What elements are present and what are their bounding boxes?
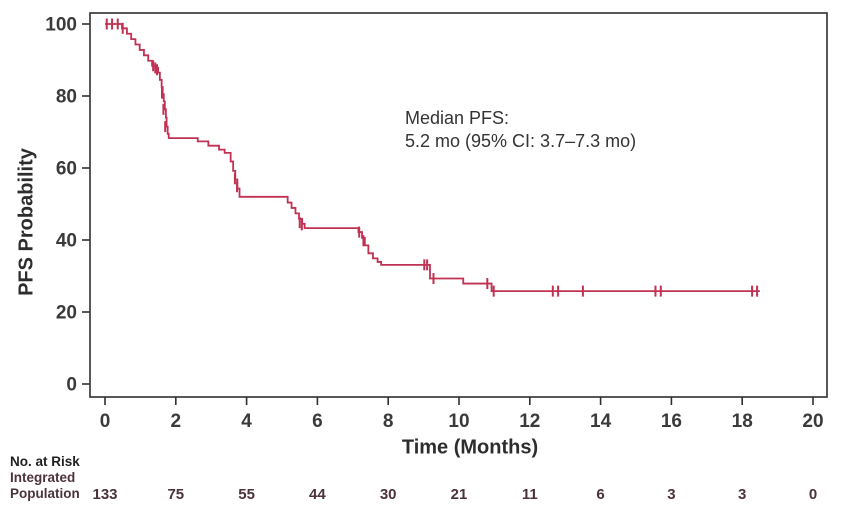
x-tick-label: 16 [661, 411, 682, 432]
risk-count: 11 [522, 486, 538, 503]
risk-count: 30 [380, 486, 397, 503]
y-axis-title: PFS Probability [15, 148, 38, 296]
plot-frame [89, 12, 828, 398]
x-tick-label: 18 [732, 411, 753, 432]
risk-row-label-line2: Population [10, 486, 80, 501]
x-tick-label: 0 [100, 411, 111, 432]
x-tick-label: 4 [241, 411, 252, 432]
median-annotation-line2: 5.2 mo (95% CI: 3.7–7.3 mo) [405, 131, 637, 151]
risk-count: 75 [167, 486, 184, 503]
risk-table-header: No. at Risk [10, 454, 80, 469]
x-axis-title: Time (Months) [401, 436, 539, 459]
risk-count: 21 [451, 486, 468, 503]
x-tick-label: 6 [312, 411, 323, 432]
x-tick-label: 20 [802, 411, 823, 432]
y-tick-label: 100 [45, 15, 77, 36]
risk-count: 6 [596, 486, 604, 503]
y-tick-label: 0 [66, 375, 77, 396]
risk-count: 55 [238, 486, 255, 503]
y-tick-label: 40 [56, 231, 77, 252]
risk-count: 133 [92, 486, 117, 503]
km-curve [105, 23, 760, 293]
risk-row-label-line1: Integrated [10, 470, 76, 485]
risk-row-label: Integrated Population [10, 470, 80, 502]
x-tick-label: 2 [171, 411, 182, 432]
y-tick-label: 60 [56, 159, 77, 180]
y-tick-label: 20 [56, 303, 77, 324]
y-tick-label: 80 [56, 87, 77, 108]
risk-count: 0 [809, 486, 817, 503]
x-tick-label: 12 [519, 411, 540, 432]
risk-count: 44 [309, 486, 326, 503]
x-tick-label: 8 [383, 411, 394, 432]
median-annotation: Median PFS: 5.2 mo (95% CI: 3.7–7.3 mo) [405, 107, 636, 153]
risk-count: 3 [738, 486, 746, 503]
median-annotation-line1: Median PFS: [405, 108, 510, 128]
x-tick-label: 14 [590, 411, 612, 432]
x-tick-label: 10 [448, 411, 469, 432]
risk-count: 3 [667, 486, 675, 503]
